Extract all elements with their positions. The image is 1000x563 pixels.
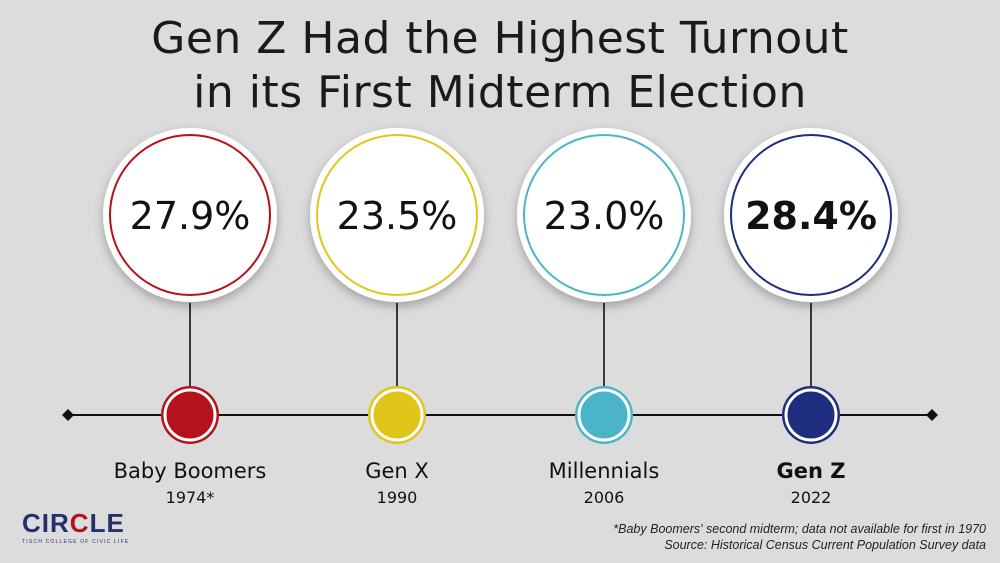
axis-marker-gen-x bbox=[377, 395, 417, 435]
year-label-gen-z: 2022 bbox=[791, 488, 832, 507]
year-label-millennials: 2006 bbox=[584, 488, 625, 507]
value-bubble-ring-gen-x bbox=[316, 134, 478, 296]
value-bubble-ring-baby-boomers bbox=[109, 134, 271, 296]
axis-marker-ring-baby-boomers bbox=[163, 388, 217, 442]
title-line-2: in its First Midterm Election bbox=[193, 67, 807, 118]
value-bubble-millennials bbox=[517, 128, 691, 302]
year-label-gen-x: 1990 bbox=[377, 488, 418, 507]
timeline-left-end-marker bbox=[62, 409, 74, 421]
value-bubble-gen-z bbox=[724, 128, 898, 302]
year-label-baby-boomers: 1974* bbox=[166, 488, 215, 507]
logo-wordmark: CIRCLE bbox=[22, 510, 129, 536]
chart-title: Gen Z Had the Highest Turnout in its Fir… bbox=[0, 12, 1000, 120]
timeline-right-end-marker bbox=[926, 409, 938, 421]
footnote: *Baby Boomers' second midterm; data not … bbox=[613, 521, 986, 553]
axis-marker-ring-gen-z bbox=[784, 388, 838, 442]
generation-label-baby-boomers: Baby Boomers bbox=[114, 459, 267, 483]
value-label-baby-boomers: 27.9% bbox=[130, 194, 251, 238]
generation-label-gen-x: Gen X bbox=[365, 459, 429, 483]
axis-marker-ring-gen-x bbox=[370, 388, 424, 442]
axis-marker-millennials bbox=[584, 395, 624, 435]
logo-word-part-3: LE bbox=[89, 508, 125, 538]
logo-word-part-2: C bbox=[69, 508, 90, 538]
circle-logo: CIRCLE TISCH COLLEGE OF CIVIC LIFE bbox=[22, 510, 129, 545]
value-label-gen-x: 23.5% bbox=[337, 194, 458, 238]
title-line-1: Gen Z Had the Highest Turnout bbox=[151, 13, 849, 64]
value-label-millennials: 23.0% bbox=[544, 194, 665, 238]
value-bubble-baby-boomers bbox=[103, 128, 277, 302]
axis-marker-ring-millennials bbox=[577, 388, 631, 442]
logo-word-part-1: CIR bbox=[22, 508, 70, 538]
footnote-line-1: *Baby Boomers' second midterm; data not … bbox=[613, 522, 986, 536]
value-bubble-ring-gen-z bbox=[730, 134, 892, 296]
footnote-source: Source: Historical Census Current Popula… bbox=[664, 538, 986, 552]
value-label-gen-z: 28.4% bbox=[745, 194, 877, 238]
axis-marker-baby-boomers bbox=[170, 395, 210, 435]
value-bubble-ring-millennials bbox=[523, 134, 685, 296]
generation-label-millennials: Millennials bbox=[549, 459, 660, 483]
axis-marker-gen-z bbox=[791, 395, 831, 435]
logo-tagline: TISCH COLLEGE OF CIVIC LIFE bbox=[22, 539, 130, 545]
generation-label-gen-z: Gen Z bbox=[777, 459, 846, 483]
value-bubble-gen-x bbox=[310, 128, 484, 302]
